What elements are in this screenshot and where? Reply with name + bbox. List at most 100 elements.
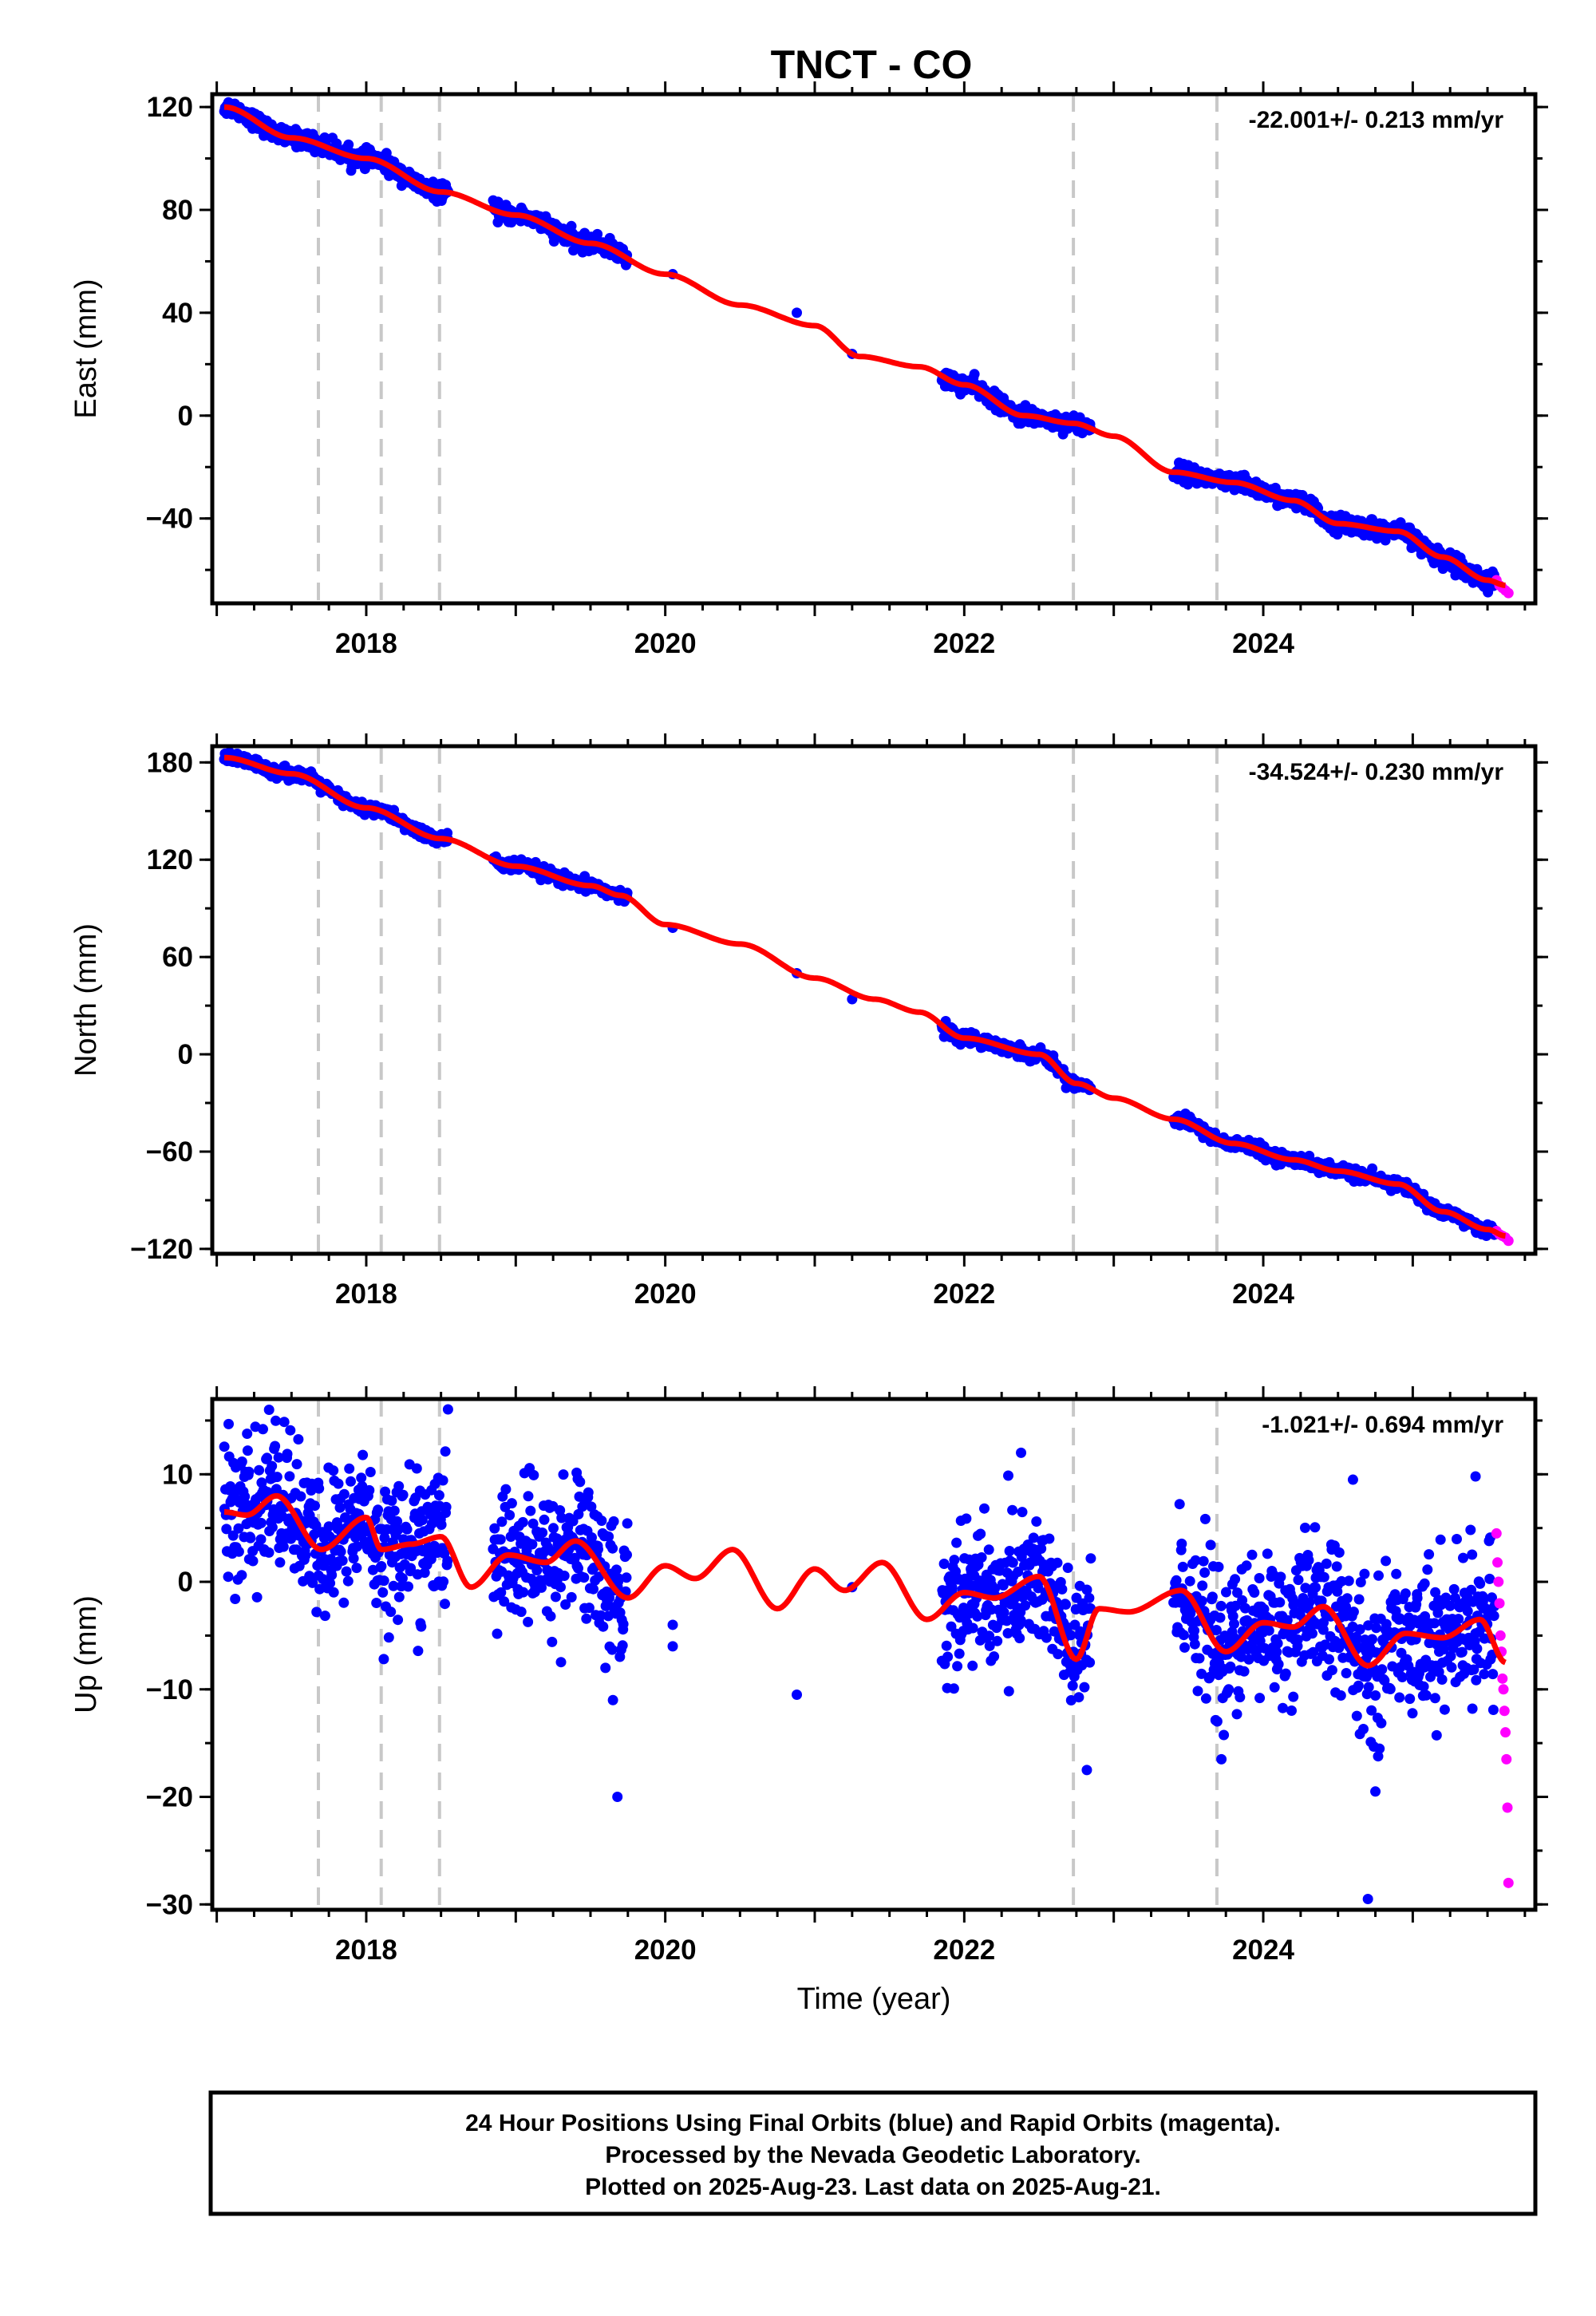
up-data-point: [333, 1478, 344, 1489]
up-data-point: [1282, 1614, 1293, 1626]
up-data-point: [992, 1635, 1003, 1646]
up-data-point: [1333, 1547, 1345, 1558]
up-data-point: [1343, 1575, 1354, 1587]
up-data-point: [1422, 1564, 1433, 1575]
up-data-point: [1488, 1611, 1499, 1622]
up-data-point: [1487, 1705, 1499, 1715]
up-data-point: [938, 1559, 950, 1569]
up-data-point: [1446, 1662, 1457, 1673]
footer-line-1: 24 Hour Positions Using Final Orbits (bl…: [465, 2110, 1281, 2136]
up-plot-area: [219, 1399, 1514, 1910]
up-data-point: [1238, 1666, 1250, 1677]
up-data-point: [607, 1694, 618, 1705]
up-data-point: [1353, 1594, 1365, 1605]
up-data-point: [311, 1607, 322, 1618]
up-data-point: [555, 1657, 567, 1668]
up-data-point: [1308, 1646, 1319, 1658]
up-data-point: [976, 1552, 987, 1563]
up-data-point: [495, 1534, 506, 1545]
up-data-point: [1286, 1705, 1297, 1716]
east-y-tick-label: −40: [146, 504, 193, 535]
up-data-point: [1381, 1555, 1392, 1567]
up-final-orbit-points: [219, 1404, 1500, 1905]
east-y-axis-label: East (mm): [69, 279, 103, 418]
up-data-point: [1231, 1709, 1242, 1720]
up-data-point: [356, 1472, 367, 1484]
up-data-point: [603, 1531, 614, 1542]
north-rapid-point: [1503, 1235, 1514, 1247]
up-data-point: [1280, 1668, 1291, 1679]
up-data-point: [314, 1483, 325, 1494]
x-axis-label: Time (year): [797, 1982, 951, 2016]
up-data-point: [1065, 1630, 1077, 1641]
up-data-point: [1363, 1620, 1374, 1631]
east-rate-label: -22.001+/- 0.213 mm/yr: [1249, 107, 1504, 133]
up-data-point: [1213, 1561, 1224, 1572]
east-y-tick-label: 120: [147, 92, 193, 123]
up-outlier-point: [1347, 1474, 1358, 1485]
up-data-point: [1215, 1600, 1227, 1611]
up-data-point: [1196, 1668, 1207, 1679]
up-data-point: [271, 1472, 282, 1483]
up-model-curve: [223, 1492, 1507, 1669]
east-data-point: [343, 139, 354, 150]
up-data-point: [267, 1460, 278, 1472]
up-data-point: [1431, 1729, 1442, 1741]
up-data-point: [1079, 1682, 1090, 1693]
up-data-point: [1189, 1638, 1200, 1650]
north-data-point: [1367, 1163, 1378, 1174]
up-data-point: [527, 1518, 539, 1529]
up-data-point: [376, 1561, 387, 1571]
up-data-point: [1370, 1690, 1381, 1701]
footer-line-3: Plotted on 2025-Aug-23. Last data on 202…: [585, 2174, 1161, 2200]
up-data-point: [1049, 1626, 1060, 1637]
up-data-point: [523, 1491, 534, 1502]
up-data-point: [1227, 1611, 1238, 1622]
east-rapid-orbit-points: [1491, 575, 1514, 599]
up-data-point: [1394, 1692, 1405, 1703]
up-data-point: [1316, 1595, 1327, 1607]
up-data-point: [1235, 1692, 1246, 1703]
up-data-point: [1254, 1635, 1266, 1646]
up-data-point: [525, 1505, 536, 1516]
up-data-point: [1263, 1625, 1274, 1636]
up-data-point: [1321, 1558, 1332, 1569]
up-data-point: [386, 1495, 397, 1506]
up-data-point: [1373, 1751, 1384, 1762]
up-data-point: [227, 1530, 239, 1541]
up-data-point: [378, 1654, 389, 1665]
up-data-point: [1445, 1650, 1456, 1662]
up-data-point: [440, 1599, 450, 1610]
up-data-point: [1085, 1553, 1096, 1564]
chart-title: TNCT - CO: [771, 42, 973, 87]
up-data-point: [309, 1529, 320, 1540]
up-data-point: [338, 1597, 350, 1608]
up-data-point: [373, 1504, 384, 1516]
up-data-point: [1031, 1516, 1042, 1527]
up-data-point: [1176, 1538, 1187, 1549]
up-y-tick-label: 10: [162, 1459, 193, 1490]
up-data-point: [1272, 1638, 1283, 1649]
up-data-point: [1196, 1595, 1207, 1607]
east-data-point: [792, 307, 803, 318]
up-outlier-point: [1470, 1471, 1481, 1482]
up-data-point: [1484, 1573, 1495, 1584]
up-data-point: [1178, 1630, 1189, 1641]
up-data-point: [1374, 1743, 1385, 1754]
up-data-point: [377, 1587, 389, 1598]
up-data-point: [1184, 1575, 1195, 1587]
up-data-point: [351, 1563, 362, 1574]
up-data-point: [1404, 1694, 1416, 1705]
up-rapid-point: [1497, 1673, 1508, 1684]
up-data-point: [242, 1429, 253, 1439]
up-data-point: [518, 1587, 529, 1598]
up-data-point: [352, 1541, 362, 1552]
up-data-point: [946, 1582, 958, 1593]
up-data-point: [1304, 1597, 1315, 1608]
up-data-point: [1412, 1592, 1423, 1603]
up-data-point: [1418, 1681, 1429, 1692]
up-data-point: [604, 1592, 615, 1603]
up-data-point: [1262, 1548, 1273, 1559]
up-data-point: [967, 1660, 978, 1671]
